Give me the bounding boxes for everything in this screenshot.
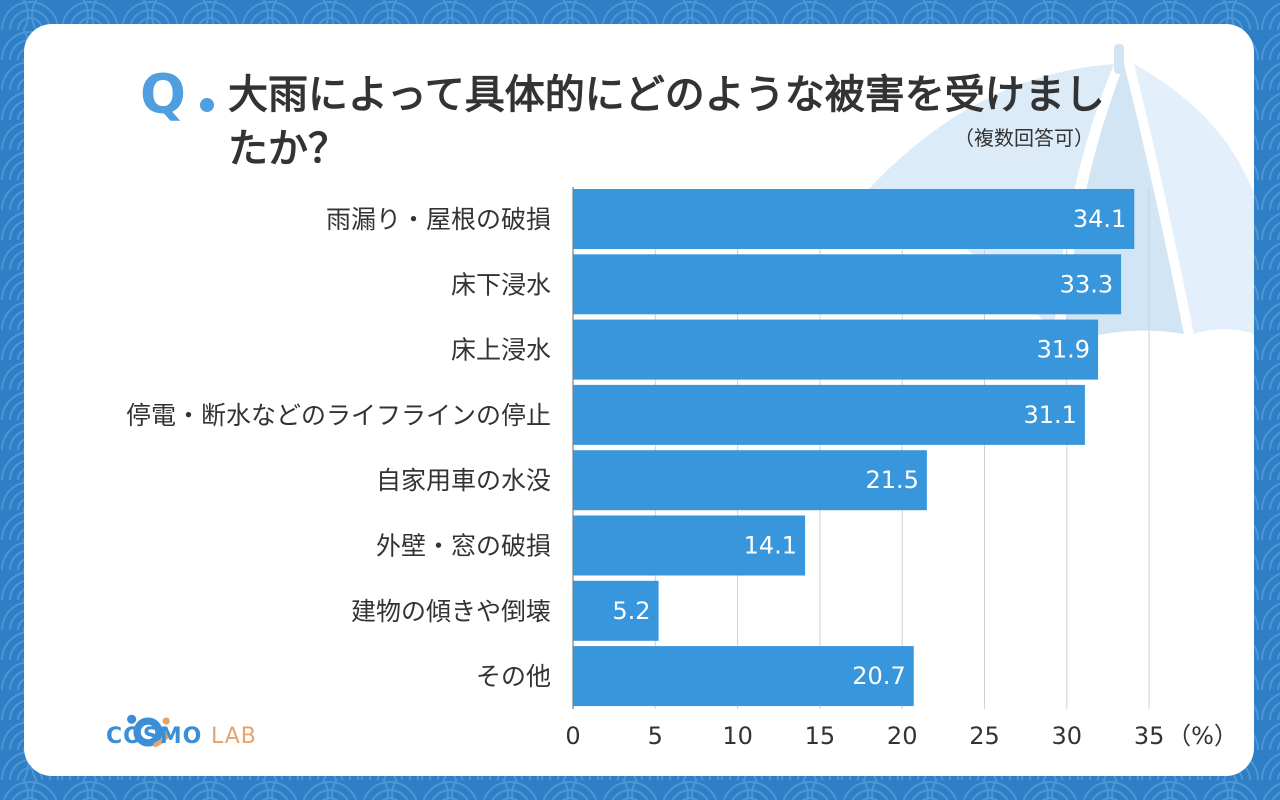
- chart-card: Q 大雨によって具体的にどのような被害を受けましたか？ （複数回答可） 34.1…: [24, 24, 1254, 776]
- bar: [573, 580, 659, 641]
- cosmo-lab-logo-icon: [127, 714, 171, 747]
- bar: [573, 450, 927, 511]
- bar-chart: 34.1 雨漏り・屋根の破損 33.3 床下浸水 31.9 床上浸水 31.1 停電・断水など…: [126, 187, 1238, 750]
- bar-value-label: 31.1: [1023, 401, 1076, 429]
- category-label: 停電・断水などのライフラインの停止: [126, 401, 551, 430]
- question-dot: [200, 98, 214, 112]
- x-tick-label: 20: [887, 722, 918, 750]
- bar: [573, 319, 1099, 380]
- bar: [573, 384, 1085, 445]
- logo-lab: LAB: [210, 724, 257, 749]
- category-label: 建物の傾きや倒壊: [351, 597, 551, 626]
- x-tick-label: 10: [722, 722, 753, 750]
- bar-value-label: 20.7: [852, 662, 905, 690]
- category-label: 自家用車の水没: [376, 466, 551, 495]
- x-tick-label: 25: [969, 722, 1000, 750]
- x-tick-label: 30: [1052, 722, 1083, 750]
- bar: [573, 254, 1122, 315]
- category-label: 床上浸水: [451, 336, 551, 365]
- category-label: 雨漏り・屋根の破損: [326, 205, 551, 234]
- category-label: 床下浸水: [451, 270, 551, 299]
- x-axis-unit: （%）: [1167, 722, 1238, 750]
- bar: [573, 189, 1135, 249]
- x-tick-label: 5: [648, 722, 663, 750]
- page-title: 大雨によって具体的にどのような被害を受けましたか？: [228, 72, 1105, 172]
- category-label: その他: [476, 662, 551, 691]
- bar-value-label: 34.1: [1073, 205, 1126, 233]
- bar-value-label: 31.9: [1037, 336, 1090, 364]
- bar-value-label: 14.1: [744, 532, 797, 560]
- bar-value-label: 5.2: [612, 597, 650, 625]
- category-label: 外壁・窓の破損: [376, 532, 551, 561]
- x-tick-label: 35: [1134, 722, 1165, 750]
- bar-value-label: 33.3: [1060, 270, 1113, 298]
- bar-value-label: 21.5: [865, 466, 918, 494]
- bar: [573, 515, 806, 576]
- logo-cosmo: COSMO: [106, 724, 203, 749]
- logo-text: COSMO LAB: [106, 724, 257, 749]
- x-tick-label: 15: [805, 722, 836, 750]
- question-mark-q: Q: [140, 63, 186, 126]
- bar: [573, 646, 914, 707]
- multiple-answer-note: （複数回答可）: [954, 126, 1094, 150]
- x-tick-label: 0: [565, 722, 580, 750]
